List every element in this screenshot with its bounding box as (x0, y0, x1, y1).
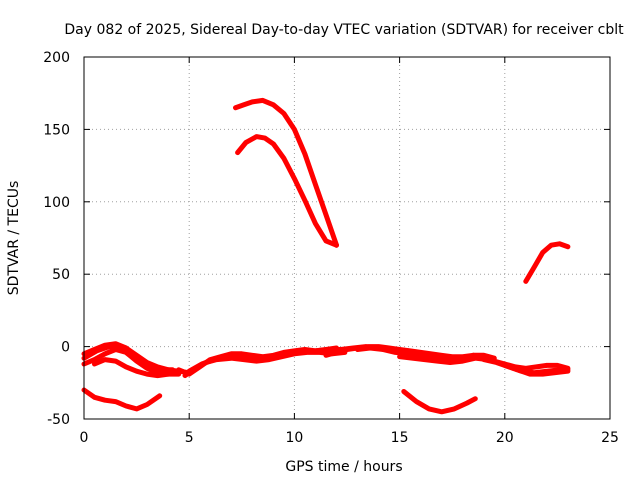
x-tick-label: 20 (496, 430, 514, 446)
y-tick-label: 0 (61, 340, 70, 356)
y-tick-label: 50 (52, 267, 70, 283)
y-tick-label: 200 (43, 50, 70, 66)
grid-layer (84, 57, 610, 419)
chart-title: Day 082 of 2025, Sidereal Day-to-day VTE… (64, 22, 624, 38)
plot-frame (83, 56, 611, 420)
series-arc-15 (397, 354, 491, 365)
series-arc-1 (81, 387, 163, 412)
y-tick-label: 150 (43, 122, 70, 138)
series-arc-18 (502, 362, 571, 377)
series-arc-4 (523, 241, 571, 284)
x-axis-label: GPS time / hours (285, 459, 402, 475)
y-tick-label: -50 (47, 412, 70, 428)
y-axis-label: SDTVAR / TECUs (6, 181, 22, 296)
series-layer (81, 97, 571, 415)
series-arc-12 (186, 344, 369, 374)
series-arc-9 (92, 357, 182, 379)
tick-layer: 0 5 10 15 20 25 -50 0 50 100 150 200 (43, 50, 619, 446)
series-arc-8 (81, 344, 175, 373)
x-tick-label: 25 (601, 430, 619, 446)
x-tick-label: 15 (391, 430, 409, 446)
x-tick-label: 0 (80, 430, 89, 446)
x-tick-label: 10 (285, 430, 303, 446)
x-tick-label: 5 (185, 430, 194, 446)
series-arc-3 (235, 134, 339, 248)
y-tick-label: 100 (43, 195, 70, 211)
series-arc-5 (401, 389, 478, 415)
series-arc-2 (233, 97, 339, 248)
